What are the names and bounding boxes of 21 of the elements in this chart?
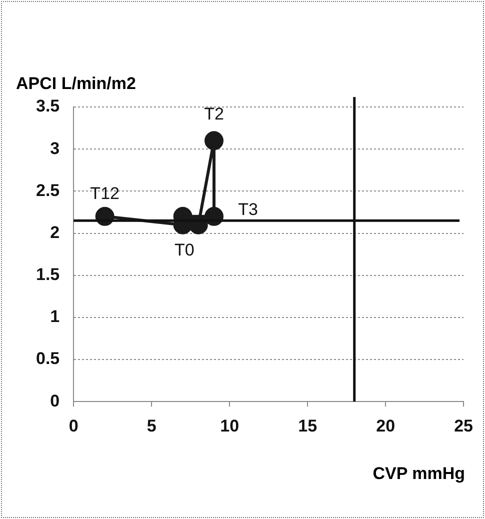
y-tick-label: 1 <box>50 307 60 326</box>
x-tick-label: 5 <box>146 416 156 436</box>
x-tick-label: 20 <box>376 416 396 436</box>
annotation: T3 <box>238 200 258 220</box>
annotation: T12 <box>90 184 120 204</box>
x-tick-label: 10 <box>220 416 240 436</box>
y-tick-label: 2.5 <box>36 180 60 200</box>
x-tick-label: 0 <box>68 416 78 436</box>
x-axis-title: CVP mmHg <box>372 464 465 484</box>
y-tick-label: 3 <box>50 138 60 158</box>
annotation: T2 <box>204 104 224 124</box>
y-tick-label: 2 <box>50 222 60 242</box>
y-tick-label: 3.5 <box>36 96 60 116</box>
y-tick-label: 0.5 <box>36 349 60 368</box>
annotation: T0 <box>174 240 194 260</box>
x-tick-label: 15 <box>298 416 318 436</box>
x-tick-label: 25 <box>454 416 474 436</box>
y-axis-title: APCI L/min/m2 <box>16 74 136 94</box>
y-tick-label: 0 <box>50 391 60 410</box>
y-tick-label: 1.5 <box>36 265 60 284</box>
point <box>204 131 224 150</box>
